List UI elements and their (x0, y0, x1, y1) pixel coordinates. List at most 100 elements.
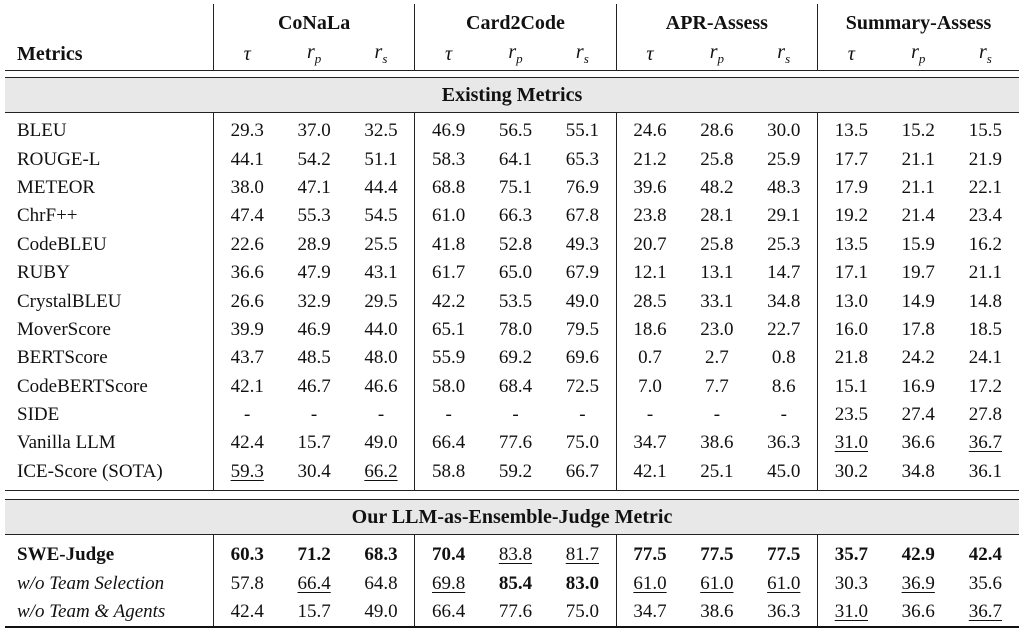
table-cell: 48.3 (767, 176, 801, 198)
table-cell: 49.3 (565, 233, 599, 255)
table-row: BLEU 29.3 37.0 32.5 46.9 56.5 55.1 24.6 28.6 30.0… (5, 112, 1019, 146)
table-cell: 19.2 (817, 202, 885, 231)
correlation-subheader: rp (683, 38, 751, 71)
metric-name: w/o Team Selection (17, 572, 165, 594)
table-row: w/o Team Selection 57.8 66.4 64.8 69.8 85.4 83… (5, 569, 1019, 598)
table-cell: 0.7 (615, 344, 684, 373)
table-cell: 66.7 (549, 457, 617, 492)
table-row: ROUGE-L 44.1 54.2 51.1 58.3 64.1 65.3 21.2 25.8 2… (5, 145, 1019, 174)
table-cell: 16.9 (901, 375, 935, 397)
table-cell: 77.5 (767, 544, 801, 566)
table-cell: 42.1 (615, 457, 684, 492)
table-cell: 47.1 (297, 176, 331, 198)
table-cell: 66.4 (297, 572, 331, 594)
correlation-subheader: rp (280, 38, 348, 71)
table-cell: 17.1 (817, 258, 885, 288)
table-cell: 8.6 (771, 375, 796, 397)
table-cell: 42.4 (968, 544, 1003, 566)
table-cell: 27.4 (901, 404, 935, 426)
table-cell: 75.0 (565, 432, 599, 454)
section-header-row: Existing Metrics (5, 77, 1019, 113)
table-cell: 77.5 (615, 534, 684, 570)
table-cell: 47.9 (297, 262, 331, 284)
table-cell: 29.1 (767, 205, 801, 227)
table-cell: 33.1 (700, 290, 734, 312)
metric-name: BERTScore (17, 347, 108, 369)
table-cell: 30.3 (817, 569, 885, 598)
table-cell: 72.5 (565, 375, 599, 397)
table-cell: 22.7 (767, 318, 801, 340)
table-cell: 69.2 (498, 347, 533, 369)
metric-name: w/o Team & Agents (5, 597, 214, 629)
table-row: METEOR 38.0 47.1 44.4 68.8 75.1 76.9 39.6 48.2 48… (5, 173, 1019, 203)
table-cell: 34.7 (615, 597, 684, 629)
table-cell: 67.8 (565, 205, 599, 227)
table-cell: 15.9 (901, 233, 935, 255)
results-table: CoNaLa Card2Code APR-Assess Summary-Asse… (5, 4, 1019, 629)
table-cell: - (310, 404, 318, 426)
table-cell: 85.4 (498, 572, 533, 594)
table-cell: 52.8 (498, 233, 533, 255)
table-cell: 79.5 (565, 318, 599, 340)
table-cell: 46.6 (364, 375, 398, 397)
table-cell: 42.9 (901, 544, 935, 566)
table-cell: 58.0 (414, 372, 482, 401)
table-cell: 21.1 (901, 148, 935, 170)
table-cell: - (713, 404, 721, 426)
table-cell: 41.8 (414, 230, 482, 259)
table-cell: 36.1 (951, 457, 1019, 492)
table-cell: - (512, 404, 519, 426)
table-cell: 15.7 (280, 597, 348, 629)
subcolumn-header-row: Metrics τ rp rs τ rp rs τ rp rs τ rp rs (5, 38, 1019, 71)
table-cell: 38.6 (700, 432, 734, 454)
table-cell: 36.7 (968, 432, 1003, 454)
table-cell: 7.7 (704, 375, 729, 397)
table-cell: 65.3 (565, 148, 599, 170)
correlation-subheader: rs (347, 38, 415, 71)
metric-name: ICE-Score (SOTA) (5, 457, 214, 492)
table-cell: 13.1 (700, 262, 734, 284)
table-cell: 58.8 (414, 457, 482, 492)
table-cell: 39.9 (212, 315, 281, 345)
table-cell: 26.6 (212, 287, 281, 316)
correlation-subheader: rs (549, 38, 617, 71)
table-cell: 23.0 (700, 318, 734, 340)
table-cell: 21.2 (615, 145, 684, 174)
metric-name: SWE-Judge (17, 544, 115, 566)
dataset-header: CoNaLa (212, 4, 415, 38)
table-cell: 17.9 (817, 173, 885, 203)
table-cell: 28.1 (700, 205, 734, 227)
table-cell: 75.0 (549, 597, 617, 629)
table-cell: 43.1 (364, 262, 398, 284)
correlation-subheader: τ (817, 38, 885, 71)
table-cell: 55.1 (565, 120, 599, 142)
metric-name: Vanilla LLM (17, 432, 116, 454)
table-cell: 38.6 (683, 597, 751, 629)
table-cell: 28.5 (615, 287, 684, 316)
table-cell: 83.0 (565, 572, 599, 594)
correlation-subheader: τ (615, 38, 684, 71)
table-cell: 23.5 (817, 400, 885, 430)
metric-name: ChrF++ (17, 205, 78, 227)
metric-name: RUBY (17, 262, 70, 284)
table-cell: 77.6 (498, 432, 533, 454)
table-row: CodeBLEU 22.6 28.9 25.5 41.8 52.8 49.3 20.7 25.8… (5, 230, 1019, 259)
table-row: CodeBERTScore 42.1 46.7 46.6 58.0 68.4 72.5 7.0… (5, 372, 1019, 401)
table-cell: 21.4 (901, 205, 935, 227)
table-cell: 68.8 (414, 173, 482, 203)
table-cell: 36.6 (212, 258, 281, 288)
section-header-row: Our LLM-as-Ensemble-Judge Metric (5, 499, 1019, 536)
table-row: MoverScore 39.9 46.9 44.0 65.1 78.0 79.5 18.6 23… (5, 315, 1019, 345)
table-cell: 48.2 (700, 176, 734, 198)
table-cell: 42.1 (212, 372, 281, 401)
table-cell: 59.2 (481, 457, 550, 492)
table-cell: 25.9 (767, 148, 801, 170)
table-cell: 34.8 (767, 290, 801, 312)
table-cell: 66.3 (498, 205, 533, 227)
table-cell: 64.1 (498, 148, 533, 170)
dataset-header: Card2Code (414, 4, 617, 38)
table-cell: 66.4 (414, 429, 482, 458)
table-cell: 29.5 (364, 290, 398, 312)
table-cell: - (780, 404, 787, 426)
table-cell: 36.3 (767, 432, 801, 454)
